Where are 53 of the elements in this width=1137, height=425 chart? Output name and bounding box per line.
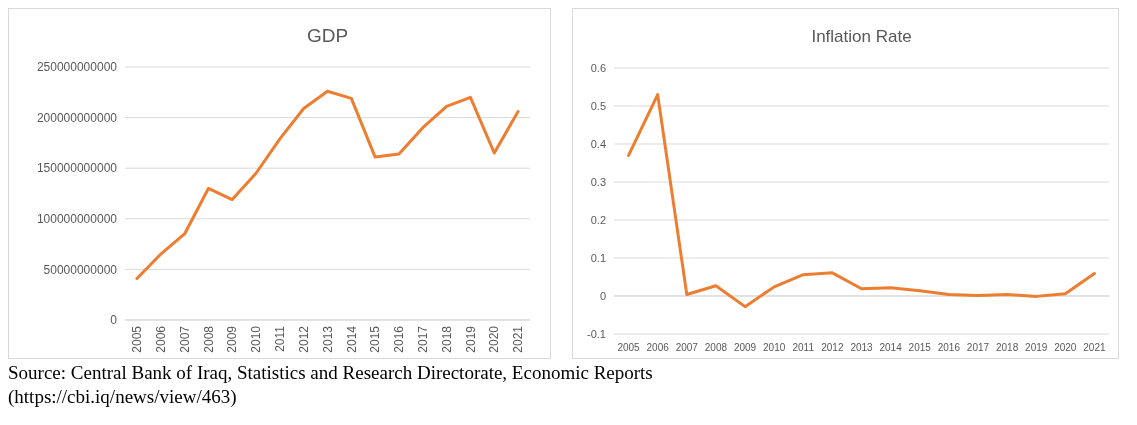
x-tick-label: 2016 [392,325,407,353]
x-tick-label: 2020 [487,325,502,353]
x-tick-label: 2005 [130,325,145,353]
y-tick-label: 0 [599,289,606,302]
chart-title: Inflation Rate [811,27,912,46]
y-tick-label: 0.2 [590,213,606,226]
y-tick-label: 250000000000 [36,60,118,75]
y-tick-label: 50000000000 [43,262,118,277]
x-tick-label: 2006 [646,341,670,353]
chart-title: GDP [306,25,349,46]
x-tick-label: 2010 [249,325,264,353]
x-tick-label: 2008 [201,325,216,353]
x-tick-label: 2017 [415,325,430,353]
x-tick-label: 2012 [296,325,311,353]
y-tick-label: 0.6 [590,61,606,74]
x-tick-label: 2009 [225,325,240,353]
x-tick-label: 2012 [821,341,844,353]
x-tick-label: 2018 [439,325,454,353]
x-tick-label: 2009 [733,341,757,353]
x-tick-label: 2006 [153,325,168,353]
y-tick-label: 0.3 [590,175,606,188]
x-tick-label: 2008 [704,341,728,353]
x-tick-label: 2019 [463,325,478,353]
x-tick-label: 2021 [511,325,526,353]
x-tick-label: 2005 [617,341,641,353]
x-tick-label: 2016 [937,341,961,353]
x-tick-label: 2011 [273,325,288,352]
y-tick-label: 0.1 [590,251,606,264]
x-tick-label: 2021 [1083,341,1106,353]
x-tick-label: 2019 [1025,341,1048,353]
x-tick-label: 2010 [763,341,786,353]
x-tick-label: 2015 [908,341,932,353]
x-tick-label: 2017 [966,341,990,353]
x-tick-label: 2011 [792,341,815,353]
x-tick-label: 2014 [344,325,359,353]
y-tick-label: 100000000000 [36,212,118,226]
y-tick-label: 200000000000 [36,110,118,125]
x-tick-label: 2013 [850,341,874,353]
y-tick-label: 0 [110,313,118,328]
x-tick-label: 2020 [1054,341,1077,353]
x-tick-label: 2014 [879,341,903,353]
line-series [627,93,1096,309]
y-tick-label: 0.5 [590,99,606,112]
x-tick-label: 2013 [320,325,335,353]
x-tick-label: 2007 [177,325,192,353]
x-tick-label: 2018 [995,341,1019,353]
y-tick-label: -0.1 [587,327,606,340]
y-tick-label: 0.4 [590,137,606,150]
line-series [135,89,520,281]
x-tick-label: 2007 [675,341,699,353]
y-tick-label: 150000000000 [36,161,118,176]
source-note: Source: Central Bank of Iraq, Statistics and Research Directorate, Economic Reports (https://cbi.iq/news/view/463) [8,362,653,408]
x-tick-label: 2015 [368,325,383,353]
